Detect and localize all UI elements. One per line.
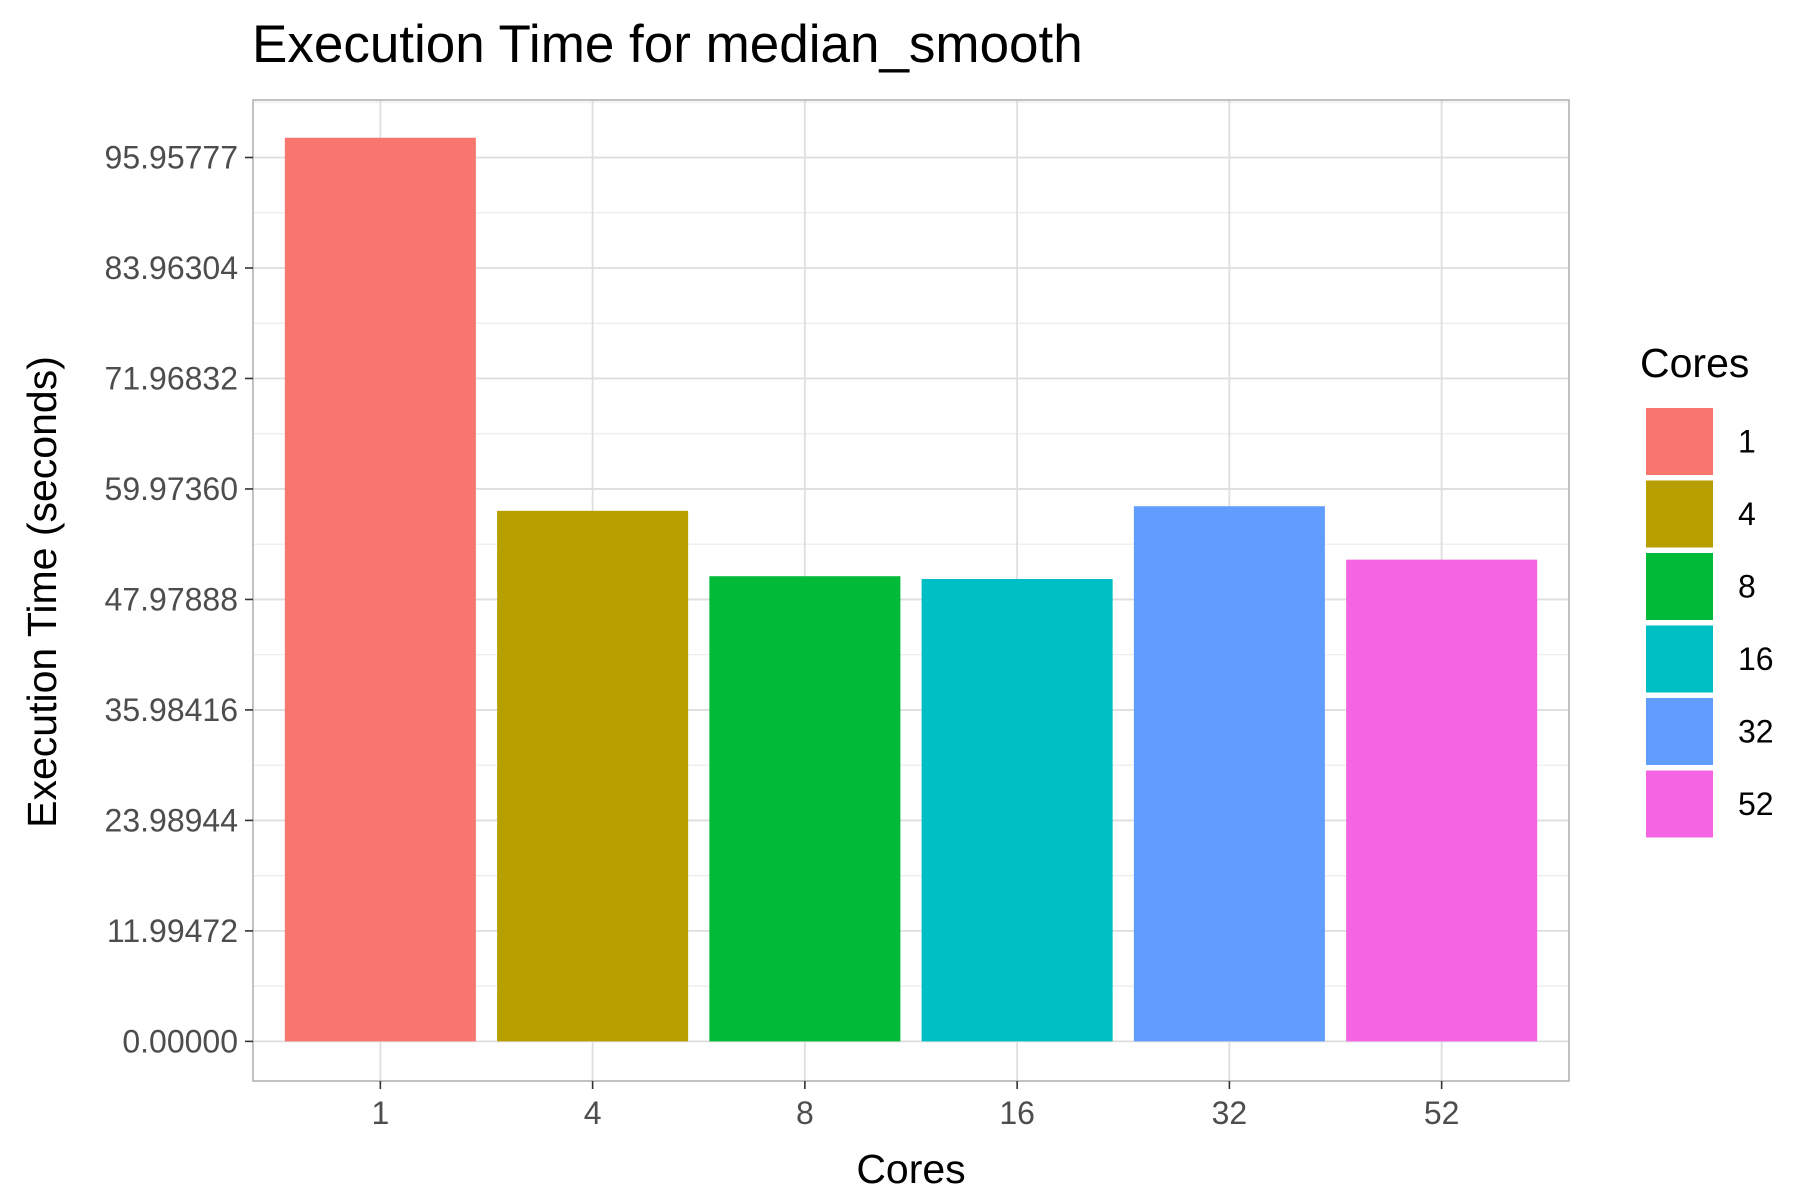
y-tick-label: 35.98416 bbox=[105, 692, 238, 728]
x-tick-label: 16 bbox=[999, 1095, 1035, 1131]
legend-label: 32 bbox=[1738, 714, 1774, 750]
x-tick-label: 1 bbox=[371, 1095, 389, 1131]
x-tick-label: 52 bbox=[1424, 1095, 1460, 1131]
y-tick-label: 23.98944 bbox=[105, 802, 238, 838]
x-tick-label: 32 bbox=[1212, 1095, 1248, 1131]
legend-key-32 bbox=[1646, 698, 1713, 765]
y-tick-label: 11.99472 bbox=[107, 913, 238, 949]
legend-key-16 bbox=[1646, 625, 1713, 693]
legend-key-1 bbox=[1646, 408, 1713, 475]
x-tick-label: 8 bbox=[796, 1095, 814, 1131]
bar-cores-8 bbox=[709, 576, 901, 1042]
bar-cores-16 bbox=[921, 578, 1113, 1042]
legend-key-8 bbox=[1646, 553, 1713, 620]
plot-panel-border bbox=[252, 99, 1570, 1082]
legend-label: 16 bbox=[1738, 641, 1774, 677]
bar-cores-32 bbox=[1133, 506, 1325, 1042]
y-axis-title: Execution Time (seconds) bbox=[19, 356, 65, 828]
legend-key-52 bbox=[1646, 770, 1713, 838]
legend-label: 8 bbox=[1738, 569, 1756, 605]
legend-label: 4 bbox=[1738, 496, 1756, 532]
y-tick-label: 59.97360 bbox=[105, 471, 238, 507]
legend-label: 1 bbox=[1738, 424, 1756, 460]
x-axis-title: Cores bbox=[856, 1146, 965, 1192]
legend-title: Cores bbox=[1640, 340, 1749, 386]
legend: Cores 1 4 8 16 32 52 bbox=[1640, 340, 1774, 838]
bar-cores-1 bbox=[284, 137, 476, 1042]
legend-key-4 bbox=[1646, 480, 1713, 548]
y-tick-label: 47.97888 bbox=[105, 581, 238, 617]
legend-label: 52 bbox=[1738, 786, 1774, 822]
x-tick-label: 4 bbox=[584, 1095, 602, 1131]
chart-title: Execution Time for median_smooth bbox=[252, 15, 1083, 74]
bar-cores-52 bbox=[1346, 559, 1538, 1042]
bar-cores-4 bbox=[497, 510, 689, 1042]
y-tick-label: 71.96832 bbox=[105, 360, 238, 396]
y-tick-label: 83.96304 bbox=[105, 250, 238, 286]
y-axis: 0.00000 11.99472 23.98944 35.98416 47.97888 5… bbox=[105, 139, 253, 1059]
x-axis: 1 4 8 16 32 52 bbox=[371, 1081, 1459, 1131]
bars bbox=[284, 137, 1538, 1042]
y-tick-label: 95.95777 bbox=[105, 139, 238, 175]
y-tick-label: 0.00000 bbox=[122, 1023, 238, 1059]
